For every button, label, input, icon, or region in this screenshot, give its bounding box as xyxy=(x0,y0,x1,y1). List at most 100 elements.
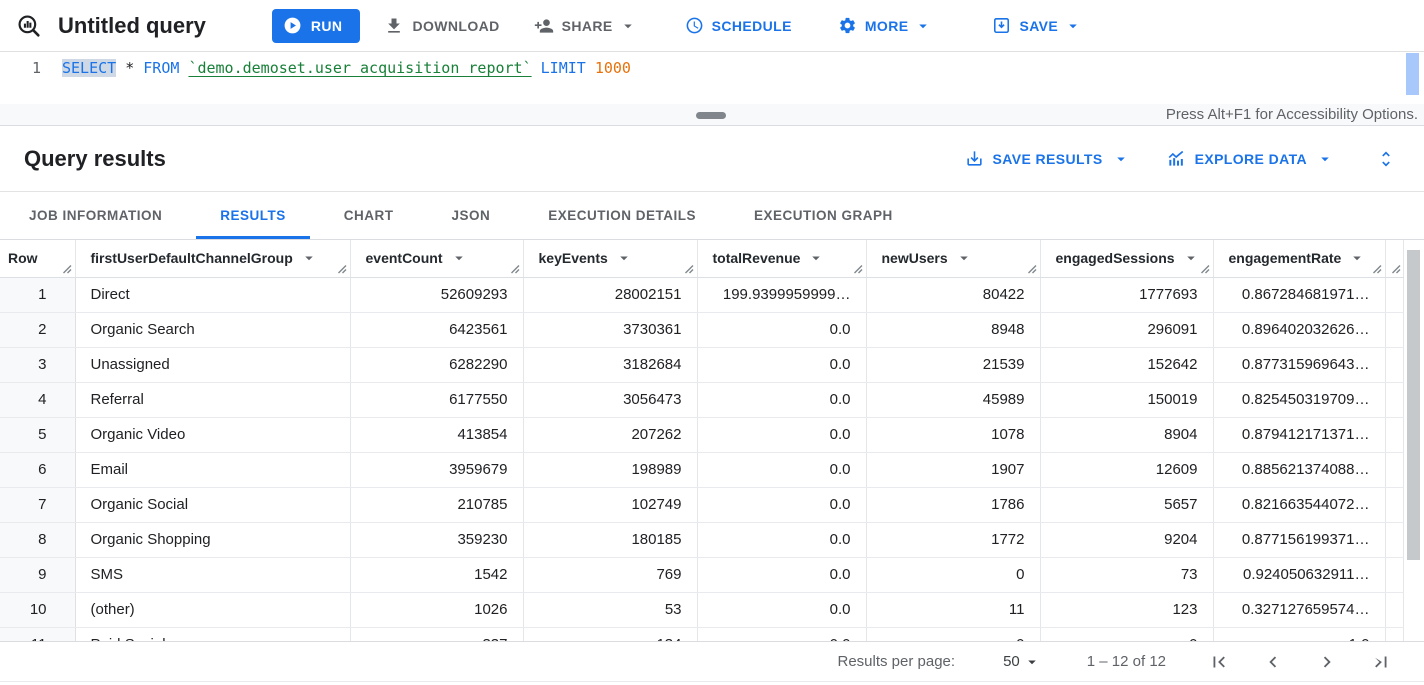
sort-caret-icon[interactable] xyxy=(300,249,318,267)
column-header-engagedsessions[interactable]: engagedSessions xyxy=(1040,240,1214,278)
column-header-engagementrate[interactable]: engagementRate xyxy=(1213,240,1386,278)
more-button-label: MORE xyxy=(864,17,909,34)
splitter-drag-handle[interactable] xyxy=(696,112,726,119)
chevron-down-icon xyxy=(1023,653,1041,671)
column-header-content: Row xyxy=(8,250,69,266)
table-row: 7 Organic Social 210785 102749 0.0 1786 5657 0.… xyxy=(0,487,1404,523)
cell-filler xyxy=(1385,487,1404,523)
column-resize-handle[interactable] xyxy=(853,264,863,274)
cell-engagementrate: 0.924050632911… xyxy=(1213,557,1386,593)
cell-firstuserdefaultchannelgroup: Organic Social xyxy=(75,487,351,523)
column-header-keyevents[interactable]: keyEvents xyxy=(523,240,698,278)
row-number: 9 xyxy=(0,557,76,593)
schedule-button[interactable]: SCHEDULE xyxy=(675,8,802,44)
editor-scrollbar-thumb[interactable] xyxy=(1406,53,1419,95)
last-page-icon[interactable] xyxy=(1370,651,1392,673)
download-button-label: DOWNLOAD xyxy=(412,17,500,34)
cell-keyevents: 769 xyxy=(523,557,698,593)
cell-engagedsessions: 8904 xyxy=(1040,417,1214,453)
sql-space xyxy=(532,59,541,77)
cell-filler xyxy=(1385,382,1404,418)
sql-table-reference[interactable]: `demo.demoset.user_acquisition_report` xyxy=(188,59,532,77)
cell-engagedsessions: 9204 xyxy=(1040,522,1214,558)
column-resize-handle[interactable] xyxy=(62,264,72,274)
share-button[interactable]: SHARE xyxy=(524,8,647,44)
row-number: 6 xyxy=(0,452,76,488)
sql-keyword-from: FROM xyxy=(143,59,180,77)
cell-keyevents: 3182684 xyxy=(523,347,698,383)
column-resize-handle[interactable] xyxy=(337,264,347,274)
save-results-button[interactable]: SAVE RESULTS xyxy=(965,149,1130,168)
row-number: 4 xyxy=(0,382,76,418)
cell-engagementrate: 0.885621374088… xyxy=(1213,452,1386,488)
run-button[interactable]: RUN xyxy=(271,8,361,43)
sort-caret-icon[interactable] xyxy=(1182,249,1200,267)
cell-keyevents: 198989 xyxy=(523,452,698,488)
table-row: 4 Referral 6177550 3056473 0.0 45989 150019 0.8… xyxy=(0,382,1404,418)
column-resize-handle[interactable] xyxy=(1372,264,1382,274)
column-resize-handle[interactable] xyxy=(510,264,520,274)
column-resize-handle[interactable] xyxy=(1391,264,1401,274)
column-header-totalrevenue[interactable]: totalRevenue xyxy=(697,240,867,278)
page-size-select[interactable]: 50 xyxy=(1003,653,1041,671)
column-resize-handle[interactable] xyxy=(684,264,694,274)
chevron-down-icon xyxy=(1112,150,1130,168)
cell-keyevents: 28002151 xyxy=(523,277,698,313)
sql-code-line[interactable]: SELECT * FROM `demo.demoset.user_acquisi… xyxy=(62,52,631,104)
results-title: Query results xyxy=(24,145,166,171)
tab-execution-graph[interactable]: EXECUTION GRAPH xyxy=(754,208,893,223)
sort-caret-icon[interactable] xyxy=(450,249,468,267)
cell-totalrevenue: 0.0 xyxy=(697,487,867,523)
splitter-strip: Press Alt+F1 for Accessibility Options. xyxy=(0,104,1424,126)
cell-newusers: 80422 xyxy=(866,277,1041,313)
cell-engagedsessions: 0 xyxy=(1040,627,1214,641)
first-page-icon[interactable] xyxy=(1208,651,1230,673)
table-scrollbar-thumb[interactable] xyxy=(1407,250,1420,560)
sort-caret-icon[interactable] xyxy=(1348,249,1366,267)
next-page-icon[interactable] xyxy=(1316,651,1338,673)
cell-engagementrate: 0.825450319709… xyxy=(1213,382,1386,418)
column-resize-handle[interactable] xyxy=(1027,264,1037,274)
column-header-content: keyEvents xyxy=(539,249,691,267)
download-button[interactable]: DOWNLOAD xyxy=(374,8,509,44)
chevron-down-icon xyxy=(914,17,932,35)
sql-editor[interactable]: 1 SELECT * FROM `demo.demoset.user_acqui… xyxy=(0,52,1424,104)
cell-keyevents: 134 xyxy=(523,627,698,641)
tab-chart[interactable]: CHART xyxy=(343,208,394,223)
tab-execution-details[interactable]: EXECUTION DETAILS xyxy=(548,208,697,223)
cell-eventcount: 1542 xyxy=(350,557,524,593)
cell-engagementrate: 0.877315969643… xyxy=(1213,347,1386,383)
tab-json[interactable]: JSON xyxy=(451,208,491,223)
explore-data-label: EXPLORE DATA xyxy=(1194,150,1307,167)
table-header-row: Row firstUserDefaultChannelGroup eventCoun… xyxy=(0,240,1404,278)
more-button[interactable]: MORE xyxy=(828,8,943,44)
sort-caret-icon[interactable] xyxy=(615,249,633,267)
query-results-header: Query results SAVE RESULTS EXPLORE DATA xyxy=(0,126,1424,192)
table-row: 8 Organic Shopping 359230 180185 0.0 1772 9204… xyxy=(0,522,1404,558)
cell-newusers: 1907 xyxy=(866,452,1041,488)
results-per-page-label: Results per page: xyxy=(837,653,956,670)
column-header-firstuserdefaultchannelgroup[interactable]: firstUserDefaultChannelGroup xyxy=(75,240,351,278)
sql-space xyxy=(134,59,143,77)
cell-totalrevenue: 0.0 xyxy=(697,452,867,488)
column-header-content: newUsers xyxy=(882,249,1034,267)
save-button[interactable]: SAVE xyxy=(982,8,1092,44)
line-number: 1 xyxy=(31,59,41,77)
column-label: keyEvents xyxy=(538,250,608,267)
table-row: 9 SMS 1542 769 0.0 0 73 0.924050632911… xyxy=(0,557,1404,593)
cell-engagedsessions: 152642 xyxy=(1040,347,1214,383)
sort-caret-icon[interactable] xyxy=(807,249,825,267)
column-label: eventCount xyxy=(365,250,443,267)
cell-filler xyxy=(1385,627,1404,641)
sort-caret-icon[interactable] xyxy=(955,249,973,267)
tab-results[interactable]: RESULTS xyxy=(196,192,310,239)
previous-page-icon[interactable] xyxy=(1262,651,1284,673)
column-resize-handle[interactable] xyxy=(1200,264,1210,274)
explore-data-button[interactable]: EXPLORE DATA xyxy=(1166,149,1334,169)
expand-panel-icon[interactable] xyxy=(1376,149,1396,169)
clock-icon xyxy=(685,16,704,35)
column-header-newusers[interactable]: newUsers xyxy=(866,240,1041,278)
column-header-eventcount[interactable]: eventCount xyxy=(350,240,524,278)
tab-job-information[interactable]: JOB INFORMATION xyxy=(29,208,163,223)
cell-engagementrate: 0.327127659574… xyxy=(1213,592,1386,628)
